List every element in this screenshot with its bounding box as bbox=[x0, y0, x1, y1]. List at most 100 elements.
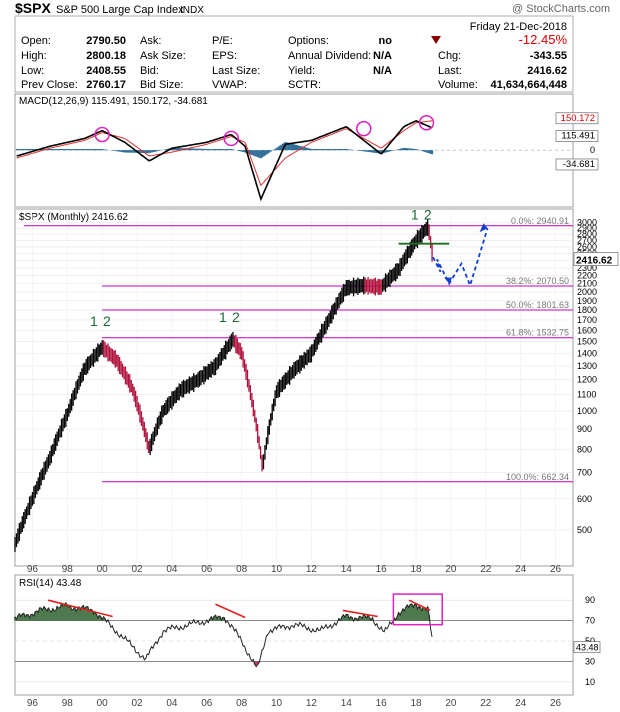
price-tick-label: 1300 bbox=[577, 361, 597, 371]
price-tick-label: 1800 bbox=[577, 305, 597, 315]
wave-label-1: 1 bbox=[411, 207, 419, 223]
price-title: $SPX (Monthly) 2416.62 bbox=[19, 212, 128, 223]
macd-peak-circle bbox=[356, 120, 372, 137]
price-tick-label: 2800 bbox=[577, 229, 597, 239]
fib-levels: 0.0%: 2940.91 38.2%: 2070.50 50.0%: 1801.6… bbox=[23, 216, 573, 483]
rsi-tick-label: 10 bbox=[585, 677, 595, 687]
prevclose-label: Prev Close: bbox=[21, 79, 78, 91]
x-tick-label: 08 bbox=[236, 564, 248, 575]
arrowhead-up-icon bbox=[479, 223, 488, 233]
wave-label-1: 1 bbox=[90, 313, 98, 329]
x-tick-label: 14 bbox=[341, 564, 353, 575]
macd-peak-circle bbox=[418, 115, 435, 131]
rsi-annotations bbox=[47, 593, 443, 626]
pct-change: -12.45% bbox=[519, 32, 568, 47]
macd-title: MACD(12,26,9) 115.491, 150.172, -34.681 bbox=[19, 96, 208, 107]
low-value: 2408.55 bbox=[86, 65, 126, 77]
rsi-y-axis: 10 30 50 70 90 43.48 bbox=[573, 595, 601, 687]
rsi-trendline bbox=[342, 609, 378, 618]
arrowhead-down-icon bbox=[444, 277, 453, 284]
price-tick-label: 1200 bbox=[577, 375, 597, 385]
price-bars bbox=[14, 218, 433, 553]
rsi-trendline bbox=[47, 599, 113, 618]
macd-tick-label: 0 bbox=[590, 145, 595, 155]
x-tick-label-bottom: 10 bbox=[271, 698, 283, 709]
price-tick-label: 500 bbox=[577, 525, 592, 535]
macd-value-box bbox=[555, 158, 599, 171]
lastsize-label: Last Size: bbox=[212, 65, 260, 77]
macd-value-box bbox=[555, 130, 599, 142]
macd-value-box bbox=[555, 112, 599, 125]
macd-frame bbox=[14, 93, 574, 208]
dividend-value: N/A bbox=[373, 50, 392, 62]
ask-label: Ask: bbox=[140, 35, 161, 47]
rsi-tick-label: 50 bbox=[585, 636, 595, 646]
last-value: 2416.62 bbox=[527, 65, 567, 77]
x-tick-label: 00 bbox=[97, 564, 109, 575]
rsi-panel: RSI(14) 43.48 10 30 50 70 90 43.48 bbox=[14, 574, 601, 696]
macd-value-label: -34.681 bbox=[563, 159, 595, 170]
yield-label: Yield: bbox=[288, 65, 315, 77]
rsi-fill bbox=[14, 602, 431, 667]
last-value-box bbox=[573, 252, 619, 266]
price-tick-label: 1700 bbox=[577, 315, 597, 325]
x-tick-label: 04 bbox=[166, 564, 178, 575]
wave-label-2: 2 bbox=[232, 309, 240, 325]
watermark: @ StockCharts.com bbox=[512, 3, 610, 15]
last-value-label: 2416.62 bbox=[576, 256, 613, 267]
price-tick-label: 1000 bbox=[577, 406, 597, 416]
date: Friday 21-Dec-2018 bbox=[470, 21, 567, 33]
price-tick-label: 1400 bbox=[577, 348, 597, 358]
x-tick-label: 26 bbox=[550, 564, 562, 575]
x-tick-label: 06 bbox=[201, 564, 213, 575]
x-tick-label: 18 bbox=[411, 564, 423, 575]
rsi-value-box bbox=[573, 641, 601, 653]
wave-label-2: 2 bbox=[103, 313, 111, 329]
fib-label: 61.8%: 1532.75 bbox=[506, 328, 569, 338]
down-arrow-icon bbox=[431, 36, 441, 44]
yield-value: N/A bbox=[373, 65, 392, 77]
x-tick-label-bottom: 08 bbox=[236, 698, 248, 709]
x-tick-label-bottom: 96 bbox=[27, 698, 39, 709]
x-tick-label: 12 bbox=[306, 564, 318, 575]
x-tick-label-bottom: 26 bbox=[550, 698, 562, 709]
price-tick-label: 700 bbox=[577, 467, 592, 477]
price-frame bbox=[14, 208, 574, 567]
price-tick-label: 2000 bbox=[577, 287, 597, 297]
fib-label: 100.0%: 662.34 bbox=[506, 472, 569, 482]
asksize-label: Ask Size: bbox=[140, 50, 186, 62]
price-tick-label: 900 bbox=[577, 424, 592, 434]
rsi-tick-label: 30 bbox=[585, 656, 595, 666]
x-tick-label-bottom: 06 bbox=[201, 698, 213, 709]
header-box bbox=[14, 15, 574, 93]
pe-label: P/E: bbox=[212, 35, 233, 47]
x-axis: 96 96 98 98 00 00 02 02 04 04 06 06 08 08 10 10 12 12 14 14… bbox=[27, 564, 562, 709]
fib-label: 0.0%: 2940.91 bbox=[511, 216, 569, 226]
x-tick-label-bottom: 12 bbox=[306, 698, 318, 709]
chg-label: Chg: bbox=[438, 50, 461, 62]
rsi-line bbox=[14, 601, 433, 668]
low-label: Low: bbox=[21, 65, 44, 77]
x-tick-label: 16 bbox=[376, 564, 388, 575]
rsi-value-label: 43.48 bbox=[576, 643, 599, 653]
rsi-tick-label: 90 bbox=[585, 595, 595, 605]
x-tick-label-bottom: 04 bbox=[166, 698, 178, 709]
price-tick-label: 2900 bbox=[577, 223, 597, 233]
macd-right-labels: 150.172 115.491 -34.681 bbox=[555, 112, 599, 171]
vwap-label: VWAP: bbox=[212, 79, 247, 91]
price-tick-label: 1100 bbox=[577, 390, 596, 400]
x-tick-label: 98 bbox=[62, 564, 74, 575]
high-label: High: bbox=[21, 50, 47, 62]
price-tick-label: 1900 bbox=[577, 296, 597, 306]
price-tick-label: 600 bbox=[577, 494, 592, 504]
x-tick-label-bottom: 98 bbox=[62, 698, 74, 709]
x-tick-label: 02 bbox=[132, 564, 144, 575]
x-tick-label-bottom: 18 bbox=[411, 698, 423, 709]
price-tick-label: 2200 bbox=[577, 271, 597, 281]
x-tick-label-bottom: 14 bbox=[341, 698, 353, 709]
price-tick-label: 2700 bbox=[577, 235, 597, 245]
x-tick-label: 24 bbox=[515, 564, 527, 575]
x-tick-label: 96 bbox=[27, 564, 39, 575]
prevclose-value: 2760.17 bbox=[86, 79, 126, 91]
price-grid bbox=[15, 214, 573, 560]
